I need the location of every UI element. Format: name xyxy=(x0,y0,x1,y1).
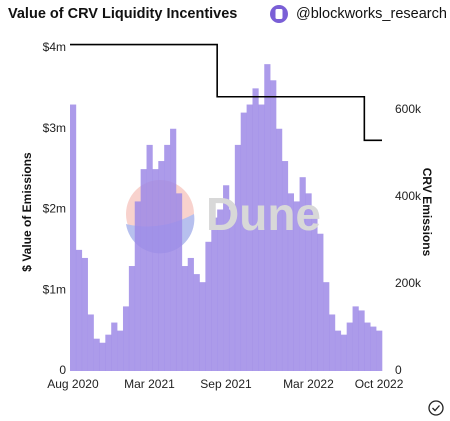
bar xyxy=(87,314,94,371)
y-tick-label: $4m xyxy=(43,40,66,54)
y-tick-label: 0 xyxy=(59,363,66,377)
y-tick-label: $1m xyxy=(43,282,66,296)
bar xyxy=(158,161,165,371)
bar xyxy=(170,128,177,371)
bar xyxy=(70,104,77,372)
bar xyxy=(323,282,330,371)
x-tick-label: Oct 2022 xyxy=(355,377,404,391)
bar xyxy=(134,201,141,371)
bar xyxy=(258,104,265,372)
bar xyxy=(122,306,130,371)
y2-axis-title: CRV Emissions xyxy=(420,168,434,257)
watermark-text: Dune xyxy=(206,188,321,240)
bar xyxy=(93,338,100,371)
bar xyxy=(317,233,324,371)
x-tick-label: Aug 2020 xyxy=(47,377,99,391)
bar xyxy=(211,217,218,371)
bar xyxy=(346,322,353,371)
bar xyxy=(205,241,212,371)
bar xyxy=(334,330,342,371)
bar xyxy=(128,266,136,371)
y-tick-label: $3m xyxy=(43,121,66,135)
bar xyxy=(75,249,83,371)
y-axis-title: $ Value of Emissions xyxy=(20,152,34,272)
y2-tick-label: 400k xyxy=(395,189,422,203)
bar xyxy=(270,80,277,372)
y-tick-label: $2m xyxy=(43,202,66,216)
bar xyxy=(376,330,383,371)
bar xyxy=(305,193,312,371)
bar xyxy=(105,334,112,371)
bar xyxy=(370,326,377,371)
bar xyxy=(240,112,247,371)
bar xyxy=(234,144,242,371)
bar xyxy=(117,330,124,371)
bar xyxy=(287,193,294,371)
bar xyxy=(281,161,289,371)
x-tick-label: Sep 2021 xyxy=(200,377,252,391)
bar xyxy=(181,266,189,371)
y2-tick-label: 200k xyxy=(395,276,422,290)
bar xyxy=(358,310,365,371)
bar xyxy=(340,334,347,371)
chart-title: Value of CRV Liquidity Incentives xyxy=(8,6,237,22)
bar xyxy=(99,342,106,371)
bar xyxy=(364,322,371,371)
check-circle[interactable] xyxy=(428,400,444,416)
bar xyxy=(264,64,271,372)
bar xyxy=(193,274,200,371)
bar xyxy=(140,169,147,371)
x-tick-label: Mar 2022 xyxy=(283,377,334,391)
bar xyxy=(199,282,206,371)
bar xyxy=(164,144,171,371)
bar xyxy=(152,169,159,371)
bar xyxy=(252,88,259,371)
bar xyxy=(311,209,318,371)
bar xyxy=(81,257,88,371)
bar xyxy=(228,209,236,371)
x-tick-label: Mar 2021 xyxy=(124,377,175,391)
y2-tick-label: 0 xyxy=(395,363,402,377)
account-name: @blockworks_research xyxy=(296,6,447,22)
bar xyxy=(187,257,194,371)
bar xyxy=(276,128,283,371)
bar xyxy=(299,177,306,371)
y2-tick-label: 600k xyxy=(395,102,422,116)
bar xyxy=(223,185,230,371)
check-mark[interactable] xyxy=(432,405,440,412)
bar xyxy=(352,306,359,371)
bar xyxy=(146,144,153,371)
bar xyxy=(217,209,224,371)
bar xyxy=(175,193,183,371)
bar xyxy=(293,201,300,371)
account-icon-glyph xyxy=(275,9,283,19)
bar xyxy=(329,314,336,371)
emission-line xyxy=(70,43,382,142)
bar xyxy=(246,104,253,372)
check-icon[interactable] xyxy=(428,400,444,416)
bar xyxy=(111,322,118,371)
